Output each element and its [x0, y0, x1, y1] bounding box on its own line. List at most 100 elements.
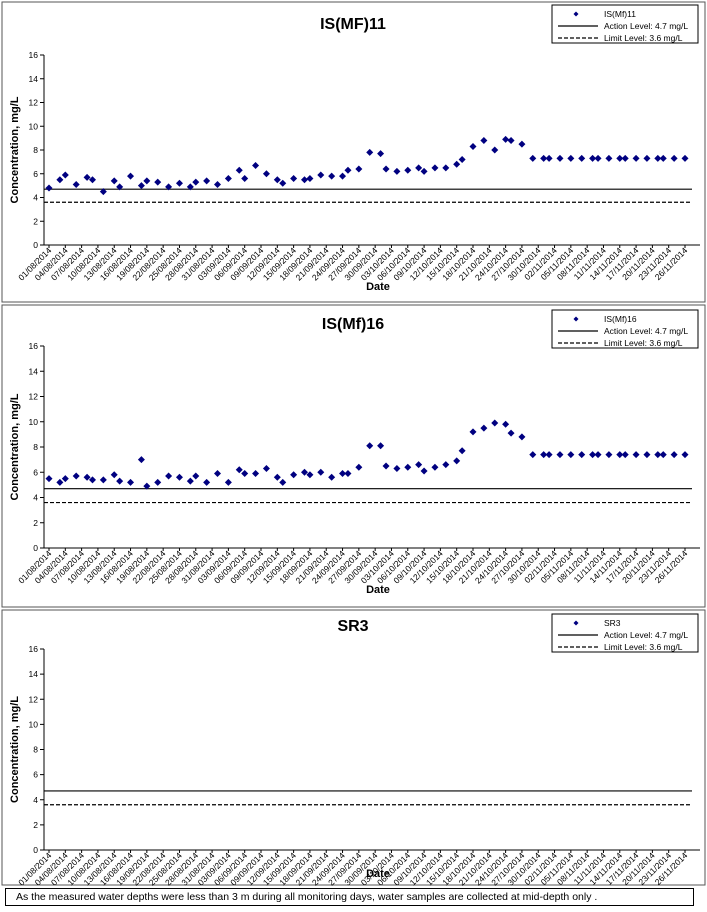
legend-action-label: Action Level: 4.7 mg/L: [604, 21, 688, 31]
legend-action-label: Action Level: 4.7 mg/L: [604, 630, 688, 640]
data-point: [377, 150, 385, 158]
data-point: [300, 468, 308, 476]
data-point: [659, 154, 667, 162]
data-point: [453, 457, 461, 465]
data-point: [366, 442, 374, 450]
data-point: [540, 451, 548, 459]
data-point: [290, 471, 298, 479]
data-point: [621, 154, 629, 162]
data-point: [567, 154, 575, 162]
data-point: [480, 424, 488, 432]
y-axis-label: Concentration, mg/L: [9, 393, 21, 500]
panel-frame: [1, 304, 706, 608]
y-tick-label: 6: [33, 770, 38, 780]
data-point: [252, 470, 260, 478]
y-tick-label: 12: [29, 694, 39, 704]
y-tick-label: 0: [33, 240, 38, 250]
y-axis-label: Concentration, mg/L: [9, 96, 21, 203]
data-point: [290, 175, 298, 182]
data-point: [382, 165, 390, 173]
chart-panel-1: IS(MF)11024681012141601/08/201404/08/201…: [1, 1, 706, 303]
y-tick-label: 10: [29, 719, 39, 729]
data-point: [224, 175, 232, 182]
data-point: [61, 171, 69, 179]
legend-marker: [573, 316, 579, 322]
data-point: [643, 451, 651, 459]
data-point: [670, 451, 678, 459]
data-point: [235, 166, 243, 174]
data-point: [632, 451, 640, 459]
chart-title: SR3: [337, 618, 368, 635]
legend: IS(Mf)16 Action Level: 4.7 mg/L Limit Leve…: [551, 309, 699, 349]
data-point: [56, 176, 64, 184]
legend-box: [551, 613, 699, 653]
data-point: [442, 164, 450, 172]
data-point: [45, 184, 53, 192]
data-point: [681, 451, 689, 459]
y-tick-label: 10: [29, 417, 39, 427]
data-point: [137, 456, 145, 464]
data-point: [616, 154, 624, 162]
data-point: [88, 476, 96, 484]
data-point: [344, 470, 352, 478]
data-point: [192, 178, 200, 186]
note-box: As the measured water depths were less t…: [5, 888, 694, 906]
data-point: [116, 183, 124, 191]
data-point: [458, 447, 466, 455]
data-point: [670, 154, 678, 162]
data-point: [442, 461, 450, 469]
data-point: [83, 473, 91, 481]
data-point: [317, 171, 325, 179]
y-tick-label: 4: [33, 193, 38, 203]
data-point: [556, 154, 564, 162]
data-point: [654, 451, 662, 459]
y-tick-label: 4: [33, 493, 38, 503]
data-point: [214, 470, 222, 478]
data-point: [502, 420, 510, 428]
data-point: [529, 451, 537, 459]
legend: IS(Mf)11 Action Level: 4.7 mg/L Limit Leve…: [551, 4, 699, 44]
data-point: [393, 464, 401, 472]
data-point: [72, 472, 80, 480]
legend-box: [551, 309, 699, 349]
data-point: [154, 178, 162, 186]
data-point: [328, 172, 336, 180]
data-point: [203, 177, 211, 185]
y-tick-label: 0: [33, 543, 38, 553]
data-point: [137, 182, 145, 190]
legend-series-label: IS(Mf)16: [604, 314, 637, 324]
data-point: [192, 472, 200, 480]
panel-frame: [1, 1, 706, 303]
data-point: [72, 180, 80, 188]
y-tick-label: 2: [33, 216, 38, 226]
data-point: [214, 180, 222, 188]
data-point: [545, 451, 553, 459]
data-point: [480, 137, 488, 144]
data-point: [431, 164, 439, 172]
y-tick-label: 8: [33, 145, 38, 155]
data-point: [61, 475, 69, 483]
data-point: [154, 478, 162, 486]
y-tick-label: 16: [29, 644, 39, 654]
chart-panel-2: IS(Mf)16024681012141601/08/201404/08/201…: [1, 304, 706, 608]
data-point: [175, 473, 183, 481]
x-axis-label: Date: [366, 584, 390, 596]
data-point: [366, 148, 374, 156]
data-point: [594, 451, 602, 459]
y-tick-label: 10: [29, 121, 39, 131]
data-point: [545, 154, 553, 162]
y-tick-label: 8: [33, 745, 38, 755]
data-point: [110, 471, 118, 479]
data-point: [404, 463, 412, 471]
data-point: [567, 451, 575, 459]
data-point: [382, 462, 390, 470]
data-point: [458, 156, 466, 163]
data-point: [594, 154, 602, 162]
chart-title: IS(MF)11: [320, 16, 386, 33]
data-point: [273, 473, 281, 481]
data-point: [420, 467, 428, 475]
y-tick-label: 6: [33, 169, 38, 179]
data-point: [491, 419, 499, 427]
data-point: [339, 470, 347, 478]
